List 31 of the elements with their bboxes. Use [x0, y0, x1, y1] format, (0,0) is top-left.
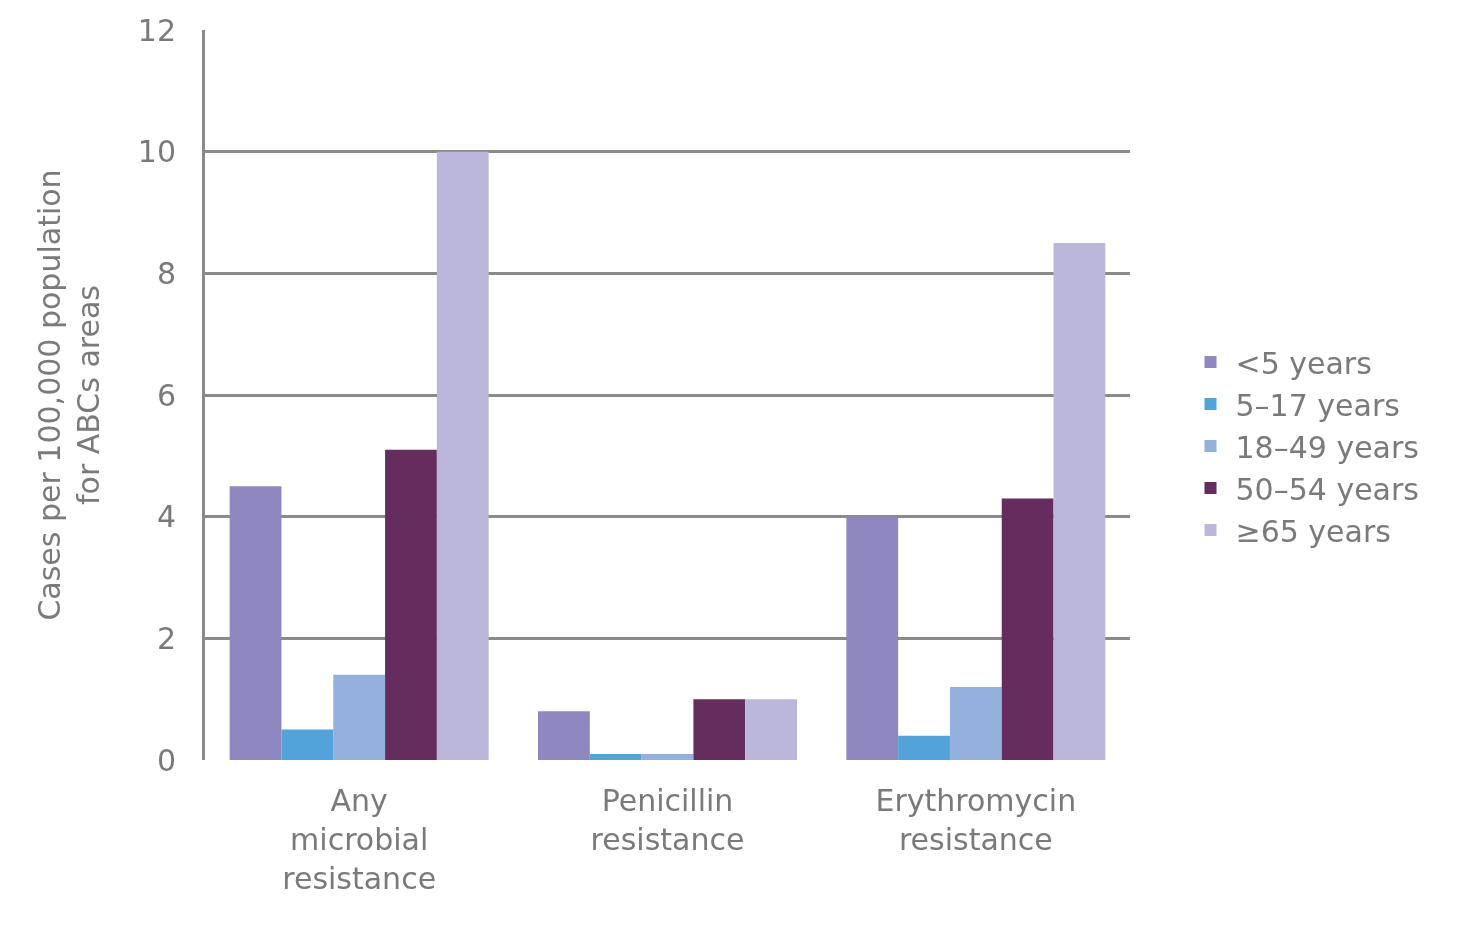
bar [846, 516, 899, 760]
x-tick-label: Penicillin resistance [590, 783, 745, 857]
y-tick-label: 12 [137, 12, 176, 48]
bar [693, 699, 746, 760]
bar [589, 753, 642, 760]
bar [1053, 242, 1106, 760]
legend-label: ≥65 years [1235, 513, 1391, 549]
y-tick-label: 8 [156, 255, 176, 291]
bar [229, 486, 282, 760]
y-tick-label: 2 [156, 620, 176, 656]
bar [949, 687, 1002, 760]
x-tick-label: Any microbial resistance [282, 783, 437, 896]
bar [436, 151, 489, 760]
legend-label: 50–54 years [1235, 471, 1419, 507]
bar [898, 735, 950, 760]
y-tick-label: 4 [156, 499, 176, 535]
y-tick-label: 6 [156, 377, 176, 413]
y-tick-label: 10 [137, 134, 176, 170]
bar [745, 699, 797, 760]
y-tick-label: 0 [156, 742, 176, 778]
x-tick-label: Erythromycin resistance [875, 783, 1077, 857]
bar [385, 449, 437, 760]
legend-label: 18–49 years [1235, 429, 1419, 465]
y-axis-title: Cases per 100,000 population for ABCs areas [31, 169, 106, 621]
bar [1001, 498, 1054, 760]
bar [333, 674, 386, 760]
bar [641, 753, 694, 760]
legend-label: <5 years [1235, 345, 1372, 381]
bar [281, 729, 334, 760]
bar [538, 711, 590, 760]
legend-label: 5–17 years [1235, 387, 1400, 423]
